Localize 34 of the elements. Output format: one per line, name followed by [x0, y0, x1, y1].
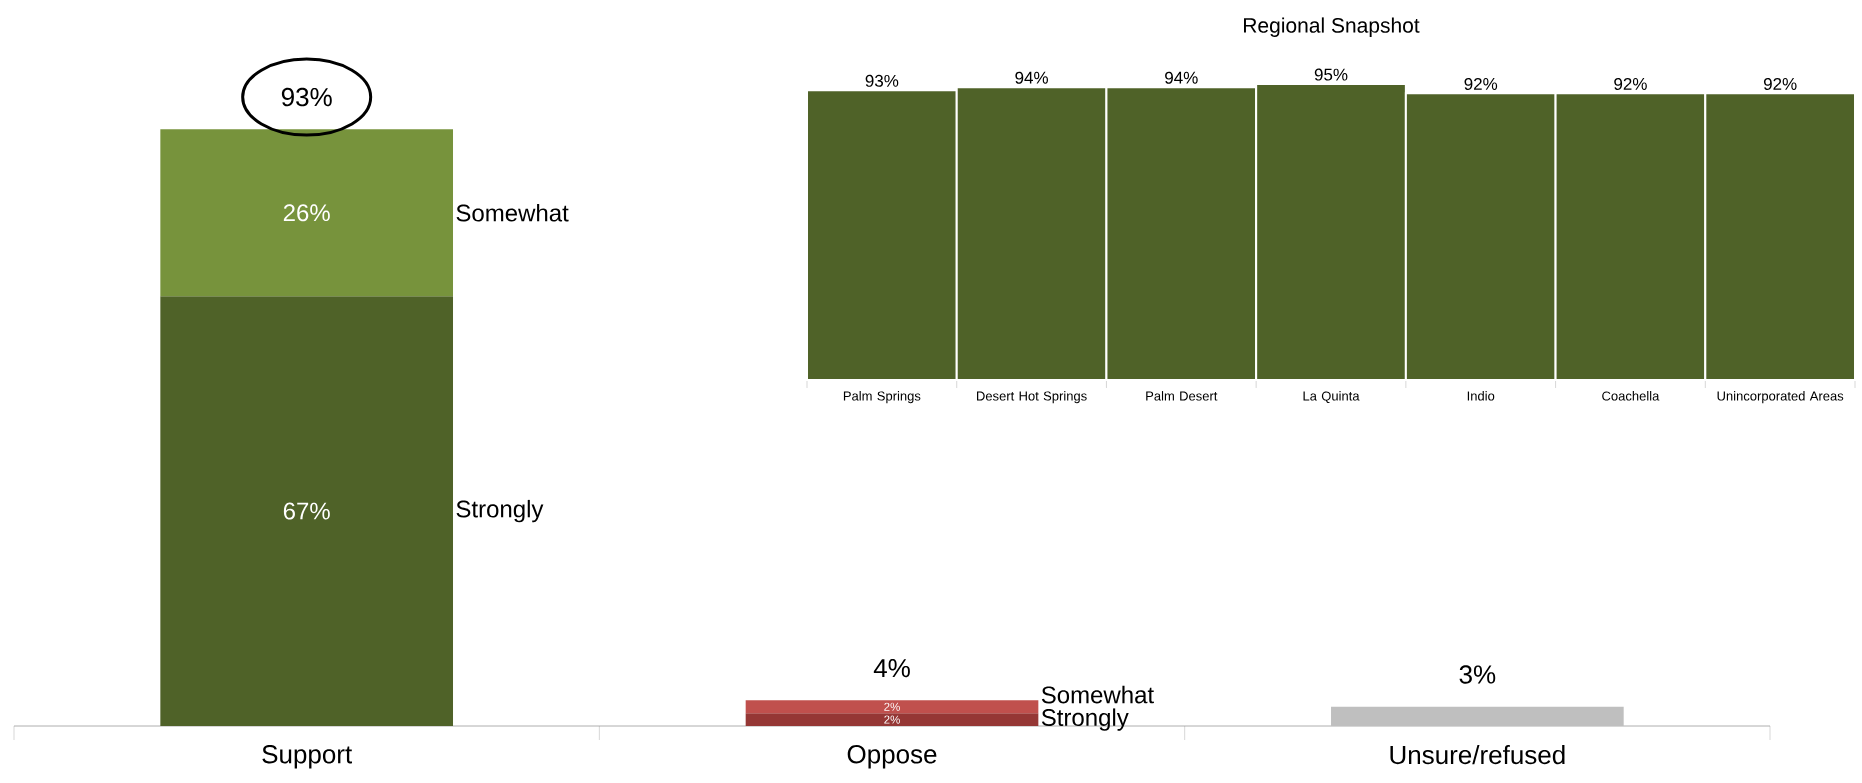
data-label: 92% — [1763, 77, 1797, 90]
x-tick-label: Support — [262, 745, 352, 769]
data-label: 26% — [283, 204, 330, 222]
data-label: 67% — [283, 502, 330, 520]
x-tick-label: Palm Springs — [843, 391, 921, 404]
data-label: 92% — [1614, 77, 1647, 90]
data-label: 95% — [1314, 68, 1348, 81]
data-label: 93% — [865, 74, 899, 87]
series-label: Strongly — [456, 499, 544, 523]
bar — [1331, 706, 1624, 726]
x-tick-label: Oppose — [847, 745, 937, 769]
x-tick-label: Coachella — [1602, 391, 1660, 401]
x-tick-label: Palm Desert — [1146, 391, 1218, 401]
data-label: 92% — [1464, 77, 1498, 90]
data-label: 2% — [884, 715, 900, 724]
total-label: 4% — [873, 659, 910, 678]
bar — [160, 129, 454, 297]
x-tick-label: Desert Hot Springs — [977, 391, 1087, 404]
x-tick-label: Indio — [1467, 391, 1495, 401]
data-label: 2% — [884, 702, 900, 711]
text: Somewhat — [1041, 685, 1154, 704]
data-label: 94% — [1165, 71, 1198, 84]
bar — [745, 700, 1039, 714]
x-tick-label: Unsure/refused — [1390, 745, 1565, 765]
total-label: 93% — [281, 87, 332, 107]
bar — [160, 296, 454, 726]
x-tick-label: Unincorporated Areas — [1717, 391, 1844, 404]
text: Strongly — [1041, 708, 1129, 731]
data-label: 94% — [1015, 71, 1048, 84]
series-label: Somewhat — [456, 203, 569, 222]
chart-title: Regional Snapshot — [1244, 17, 1420, 37]
total-label: 3% — [1459, 665, 1496, 684]
bar — [745, 713, 1039, 726]
x-tick-label: La Quinta — [1303, 391, 1360, 403]
